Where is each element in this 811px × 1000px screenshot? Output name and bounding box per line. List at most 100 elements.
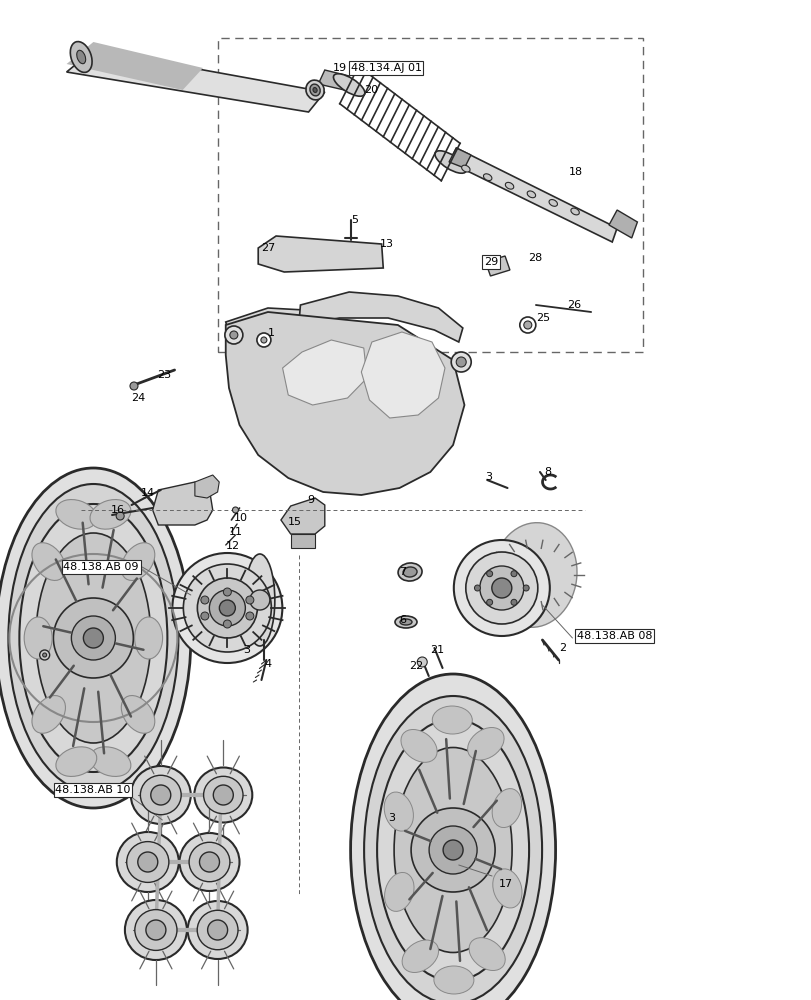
Ellipse shape [19, 504, 167, 772]
Ellipse shape [140, 775, 181, 815]
Polygon shape [290, 534, 315, 548]
Ellipse shape [77, 50, 85, 64]
Ellipse shape [491, 789, 521, 828]
Circle shape [486, 571, 492, 577]
Circle shape [200, 596, 208, 604]
Text: 26: 26 [566, 300, 580, 310]
Circle shape [223, 620, 231, 628]
Ellipse shape [32, 543, 66, 580]
Polygon shape [152, 482, 212, 525]
Ellipse shape [401, 940, 438, 972]
Ellipse shape [187, 901, 247, 959]
Ellipse shape [376, 719, 529, 981]
Text: 13: 13 [380, 239, 393, 249]
Ellipse shape [483, 174, 491, 181]
Circle shape [130, 382, 138, 390]
Text: 10: 10 [234, 513, 247, 523]
Text: 48.134.AJ 01: 48.134.AJ 01 [350, 63, 421, 73]
Circle shape [451, 352, 470, 372]
Text: 5: 5 [350, 215, 358, 225]
Circle shape [491, 578, 511, 598]
Polygon shape [298, 292, 462, 342]
Text: 15: 15 [288, 517, 302, 527]
Polygon shape [361, 332, 444, 418]
Polygon shape [448, 148, 616, 242]
Circle shape [200, 612, 208, 620]
Circle shape [54, 598, 133, 678]
Circle shape [246, 612, 254, 620]
Bar [217, 38, 642, 352]
Circle shape [523, 321, 531, 329]
Ellipse shape [350, 674, 555, 1000]
Text: 1: 1 [268, 328, 275, 338]
Circle shape [225, 326, 242, 344]
Text: 29: 29 [483, 257, 498, 267]
Circle shape [213, 785, 233, 805]
Text: 2: 2 [558, 643, 565, 653]
Circle shape [43, 653, 46, 657]
Ellipse shape [397, 563, 422, 581]
Ellipse shape [189, 842, 230, 882]
Ellipse shape [127, 842, 169, 882]
Text: 4: 4 [264, 659, 272, 669]
Circle shape [146, 920, 165, 940]
Circle shape [232, 507, 238, 513]
Ellipse shape [333, 74, 364, 96]
Circle shape [230, 331, 238, 339]
Circle shape [510, 571, 517, 577]
Circle shape [183, 564, 271, 652]
Ellipse shape [121, 543, 155, 580]
Circle shape [71, 616, 115, 660]
Polygon shape [225, 308, 312, 342]
Polygon shape [67, 50, 324, 112]
Text: 48.138.AB 08: 48.138.AB 08 [576, 631, 651, 641]
Polygon shape [258, 236, 383, 272]
Ellipse shape [245, 554, 274, 646]
Text: 28: 28 [527, 253, 542, 263]
Circle shape [479, 566, 523, 610]
Ellipse shape [526, 191, 535, 198]
Text: 17: 17 [498, 879, 512, 889]
Circle shape [428, 826, 477, 874]
Ellipse shape [469, 938, 504, 970]
Text: 18: 18 [568, 167, 581, 177]
Ellipse shape [8, 484, 178, 792]
Ellipse shape [467, 728, 504, 760]
Circle shape [260, 337, 267, 343]
Ellipse shape [461, 165, 470, 172]
Ellipse shape [402, 567, 417, 577]
Circle shape [84, 628, 103, 648]
Text: 3: 3 [388, 813, 395, 823]
Ellipse shape [36, 533, 151, 743]
Ellipse shape [306, 80, 324, 100]
Polygon shape [282, 340, 367, 405]
Circle shape [522, 585, 529, 591]
Polygon shape [485, 256, 509, 276]
Circle shape [209, 590, 245, 626]
Circle shape [40, 650, 49, 660]
Ellipse shape [393, 747, 512, 952]
Ellipse shape [433, 966, 474, 994]
Ellipse shape [194, 768, 252, 822]
Circle shape [138, 852, 157, 872]
Circle shape [208, 920, 227, 940]
Text: 6: 6 [399, 615, 406, 625]
Circle shape [172, 553, 282, 663]
Ellipse shape [504, 182, 513, 189]
Circle shape [466, 552, 537, 624]
Circle shape [443, 840, 462, 860]
Ellipse shape [394, 616, 417, 628]
Polygon shape [225, 312, 464, 495]
Ellipse shape [384, 792, 413, 831]
Ellipse shape [435, 151, 466, 173]
Circle shape [486, 599, 492, 605]
Text: 3: 3 [243, 645, 251, 655]
Polygon shape [281, 498, 324, 534]
Text: 8: 8 [543, 467, 551, 477]
Ellipse shape [491, 523, 577, 627]
Circle shape [200, 852, 219, 872]
Circle shape [474, 585, 480, 591]
Circle shape [116, 512, 124, 520]
Polygon shape [608, 210, 637, 238]
Text: 27: 27 [261, 243, 276, 253]
